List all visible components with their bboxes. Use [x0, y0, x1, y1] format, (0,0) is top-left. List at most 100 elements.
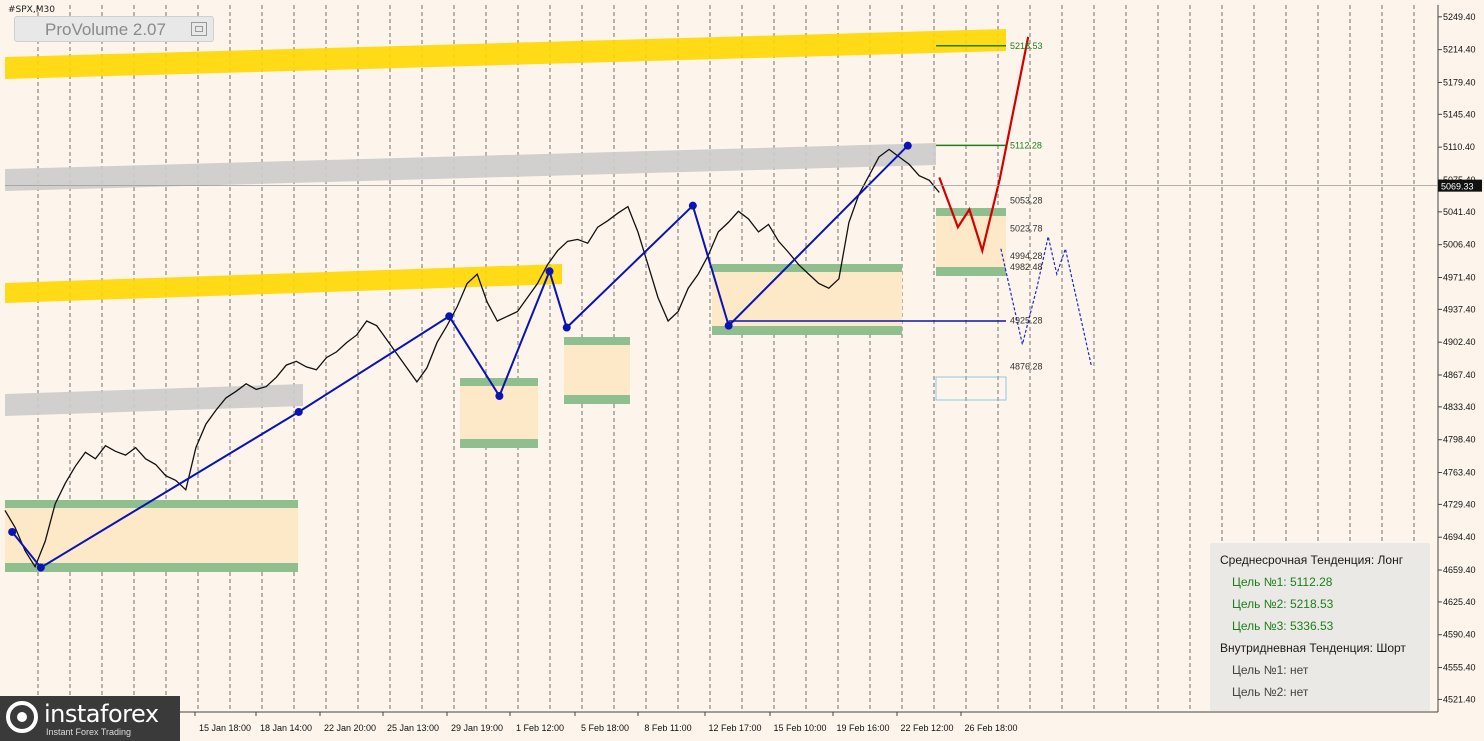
zigzag-line [11, 144, 909, 569]
x-tick-label: 12 Feb 17:00 [708, 723, 761, 733]
zone-bottom [5, 563, 298, 572]
provolume-indicator-label[interactable]: ProVolume 2.07 [14, 16, 214, 42]
level-label: 4925.28 [1010, 316, 1043, 326]
y-tick-label: 4763.40 [1443, 468, 1476, 478]
empty-zone [935, 376, 1007, 401]
short-goal-2: Цель №2: нет [1232, 685, 1309, 699]
target-levels: 5218.53 5112.28 5053.28 5023.78 4994.284982.… [936, 41, 1043, 372]
forecast-short-line [1000, 236, 1092, 366]
x-tick-label: 15 Jan 18:00 [199, 723, 251, 733]
zigzag-point [445, 312, 454, 321]
zone-top [564, 337, 630, 345]
y-tick-label: 5110.40 [1443, 142, 1475, 152]
instaforex-logo: instaforex Instant Forex Trading [0, 696, 180, 741]
y-tick-label: 5041.40 [1443, 207, 1476, 217]
zigzag-point [36, 563, 45, 572]
price-series [4, 148, 940, 569]
price-line [4, 148, 940, 569]
y-tick-label: 5006.40 [1443, 240, 1476, 250]
zone-top [5, 500, 298, 508]
zone-bottom [460, 439, 538, 448]
y-tick-label: 5179.40 [1443, 77, 1476, 87]
long-goal-2: Цель №2: 5218.53 [1232, 597, 1334, 611]
level-label: 5023.78 [1010, 223, 1043, 233]
y-tick-label: 4971.40 [1443, 272, 1476, 282]
yellow-band [5, 29, 1006, 79]
x-tick-label: 15 Feb 10:00 [773, 723, 826, 733]
window-icon[interactable] [191, 22, 207, 36]
y-tick-label: 4833.40 [1443, 402, 1476, 412]
x-tick-label: 22 Jan 20:00 [324, 723, 376, 733]
y-tick-label: 4798.40 [1443, 435, 1476, 445]
zigzag-point [545, 267, 554, 276]
intraday-trend: Внутридневная Тенденция: Шорт [1220, 641, 1406, 655]
current-price-label: 5069.33 [1441, 182, 1474, 192]
logo-name: instaforex [44, 700, 159, 728]
level-label: 4876.28 [1010, 362, 1043, 372]
axes: 5249.405214.405179.405145.405110.405075.… [5, 0, 1484, 741]
y-tick-label: 4625.40 [1443, 597, 1476, 607]
zigzag-point [724, 321, 733, 330]
zone [564, 337, 630, 404]
volume-bands [5, 29, 1006, 416]
current-price-tag [1438, 179, 1482, 192]
zone-top [712, 264, 902, 272]
x-tick-label: 26 Feb 18:00 [964, 723, 1017, 733]
volume-zones [5, 208, 1007, 572]
y-tick-label: 4521.40 [1443, 694, 1476, 704]
x-tick-label: 25 Jan 13:00 [387, 723, 439, 733]
logo-icon [6, 701, 38, 733]
level-label: 5053.28 [1010, 196, 1043, 206]
symbol-label: #SPX,M30 [8, 5, 55, 15]
y-tick-label: 4694.40 [1443, 532, 1476, 542]
zigzag-point [294, 407, 303, 416]
long-goal-3: Цель №3: 5336.53 [1232, 619, 1334, 633]
y-tick-label: 5249.40 [1443, 12, 1476, 22]
y-tick-label: 4590.40 [1443, 630, 1476, 640]
zigzag-point [562, 323, 571, 332]
logo-tagline: Instant Forex Trading [46, 727, 132, 737]
zigzag-point [903, 141, 912, 150]
zigzag-point [495, 392, 504, 401]
indicator-name: ProVolume 2.07 [45, 20, 166, 39]
zone-bottom [936, 267, 1006, 276]
short-goal-1: Цель №1: нет [1232, 663, 1309, 677]
y-tick-label: 5214.40 [1443, 45, 1476, 55]
zone-bottom [712, 326, 902, 335]
x-tick-label: 29 Jan 19:00 [451, 723, 503, 733]
vertical-grid [37, 5, 1415, 712]
forecast-long-line [938, 36, 1030, 255]
long-goal-1: Цель №1: 5112.28 [1232, 575, 1333, 589]
level-label: 5112.28 [1010, 140, 1042, 150]
zone [5, 500, 298, 572]
x-tick-label: 8 Feb 11:00 [644, 723, 691, 733]
zigzag-point [688, 201, 697, 210]
zone-bottom [564, 395, 630, 404]
trend-panel: Среднесрочная Тенденция: Лонг Цель №1: 5… [1210, 543, 1430, 711]
level-label: 5218.53 [1010, 41, 1043, 51]
y-tick-label: 4659.40 [1443, 565, 1476, 575]
gray-band [5, 143, 936, 191]
zone-top [460, 378, 538, 386]
zigzag-point [8, 527, 17, 536]
x-tick-label: 18 Jan 14:00 [260, 723, 312, 733]
x-tick-label: 22 Feb 12:00 [900, 723, 953, 733]
x-tick-label: 5 Feb 18:00 [581, 723, 629, 733]
y-tick-label: 4902.40 [1443, 337, 1476, 347]
y-tick-label: 4729.40 [1443, 499, 1476, 509]
x-tick-label: 19 Feb 16:00 [836, 723, 889, 733]
gray-band [5, 384, 303, 416]
yellow-band [5, 264, 562, 303]
zone [712, 264, 902, 335]
y-tick-label: 4937.40 [1443, 304, 1476, 314]
medium-trend: Среднесрочная Тенденция: Лонг [1220, 553, 1404, 567]
y-tick-label: 4555.40 [1443, 663, 1476, 673]
y-tick-label: 4867.40 [1443, 370, 1476, 380]
x-tick-label: 1 Feb 12:00 [516, 723, 564, 733]
price-axis-bg [1438, 0, 1484, 741]
forecast-overlays [8, 36, 1092, 572]
y-tick-label: 5145.40 [1443, 109, 1476, 119]
zone [460, 378, 538, 448]
level-label: 4994.28 [1010, 251, 1043, 261]
